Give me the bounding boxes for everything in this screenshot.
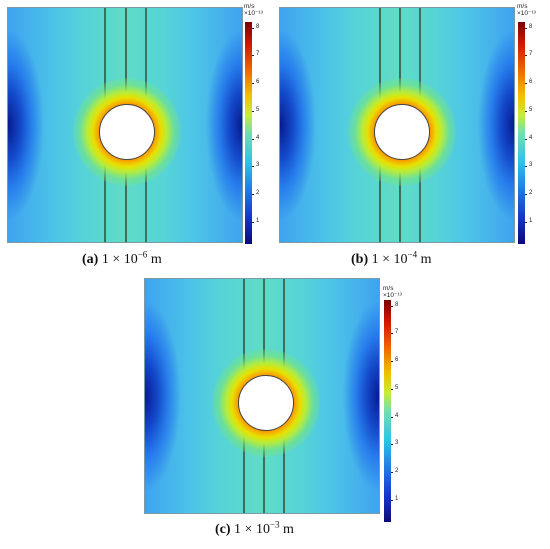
colorbar-tick-mark xyxy=(391,499,393,501)
colorbar-b xyxy=(518,22,525,244)
colorbar-tick-label: 4 xyxy=(256,134,260,141)
colorbar-tick-mark xyxy=(525,27,527,29)
borehole xyxy=(212,349,320,457)
colorbar-tick-mark xyxy=(391,333,393,335)
colorbar-tick-label: 1 xyxy=(395,495,399,502)
colorbar-tick-label: 5 xyxy=(256,106,260,113)
colorbar-tick-label: 6 xyxy=(395,357,399,364)
colorbar-tick-label: 7 xyxy=(529,51,533,58)
colorbar-tick-mark xyxy=(252,221,254,223)
colorbar-tick-label: 2 xyxy=(529,190,533,197)
velocity-field-plot-b xyxy=(279,7,515,243)
colorbar-tick-mark xyxy=(525,83,527,85)
colorbar-unit: m/s ×10⁻¹³ xyxy=(244,3,263,17)
colorbar-tick-mark xyxy=(391,472,393,474)
caption-b: (b) 1 × 10−4 m xyxy=(351,249,432,267)
colorbar-tick-mark xyxy=(525,194,527,196)
colorbar-tick-mark xyxy=(391,416,393,418)
colorbar-a xyxy=(245,22,252,244)
colorbar-tick-mark xyxy=(252,166,254,168)
colorbar-tick-mark xyxy=(525,110,527,112)
colorbar-tick-label: 8 xyxy=(529,23,533,30)
velocity-field-plot-c xyxy=(144,278,380,514)
colorbar-tick-label: 5 xyxy=(529,106,533,113)
colorbar-tick-label: 8 xyxy=(395,301,399,308)
colorbar-tick-mark xyxy=(252,83,254,85)
colorbar-tick-label: 6 xyxy=(529,79,533,86)
colorbar-tick-mark xyxy=(525,55,527,57)
colorbar-unit: m/s ×10⁻¹³ xyxy=(517,3,536,17)
colorbar-tick-mark xyxy=(252,138,254,140)
colorbar-tick-label: 8 xyxy=(256,23,260,30)
colorbar-tick-label: 2 xyxy=(395,468,399,475)
colorbar-c xyxy=(384,300,391,522)
colorbar-tick-label: 4 xyxy=(529,134,533,141)
caption-a: (a) 1 × 10−6 m xyxy=(82,249,162,267)
colorbar-tick-label: 2 xyxy=(256,190,260,197)
colorbar-tick-mark xyxy=(252,194,254,196)
borehole-opening xyxy=(238,375,294,431)
colorbar-tick-label: 7 xyxy=(256,51,260,58)
colorbar-tick-label: 1 xyxy=(256,217,260,224)
colorbar-tick-mark xyxy=(252,55,254,57)
colorbar-tick-label: 4 xyxy=(395,412,399,419)
colorbar-tick-label: 3 xyxy=(256,162,260,169)
colorbar-tick-mark xyxy=(391,305,393,307)
colorbar-tick-label: 5 xyxy=(395,384,399,391)
borehole xyxy=(348,78,456,186)
colorbar-tick-mark xyxy=(252,27,254,29)
colorbar-tick-label: 1 xyxy=(529,217,533,224)
colorbar-tick-mark xyxy=(391,361,393,363)
borehole xyxy=(73,78,181,186)
colorbar-tick-label: 3 xyxy=(395,440,399,447)
borehole-opening xyxy=(99,104,155,160)
borehole-opening xyxy=(374,104,430,160)
caption-c: (c) 1 × 10−3 m xyxy=(215,519,294,537)
colorbar-unit: m/s ×10⁻¹³ xyxy=(383,285,402,299)
colorbar-tick-mark xyxy=(525,166,527,168)
colorbar-tick-mark xyxy=(252,110,254,112)
colorbar-tick-mark xyxy=(525,138,527,140)
colorbar-tick-mark xyxy=(391,388,393,390)
colorbar-tick-mark xyxy=(391,444,393,446)
colorbar-tick-label: 6 xyxy=(256,79,260,86)
colorbar-tick-label: 7 xyxy=(395,329,399,336)
velocity-field-plot-a xyxy=(7,7,243,243)
colorbar-tick-mark xyxy=(525,221,527,223)
colorbar-tick-label: 3 xyxy=(529,162,533,169)
